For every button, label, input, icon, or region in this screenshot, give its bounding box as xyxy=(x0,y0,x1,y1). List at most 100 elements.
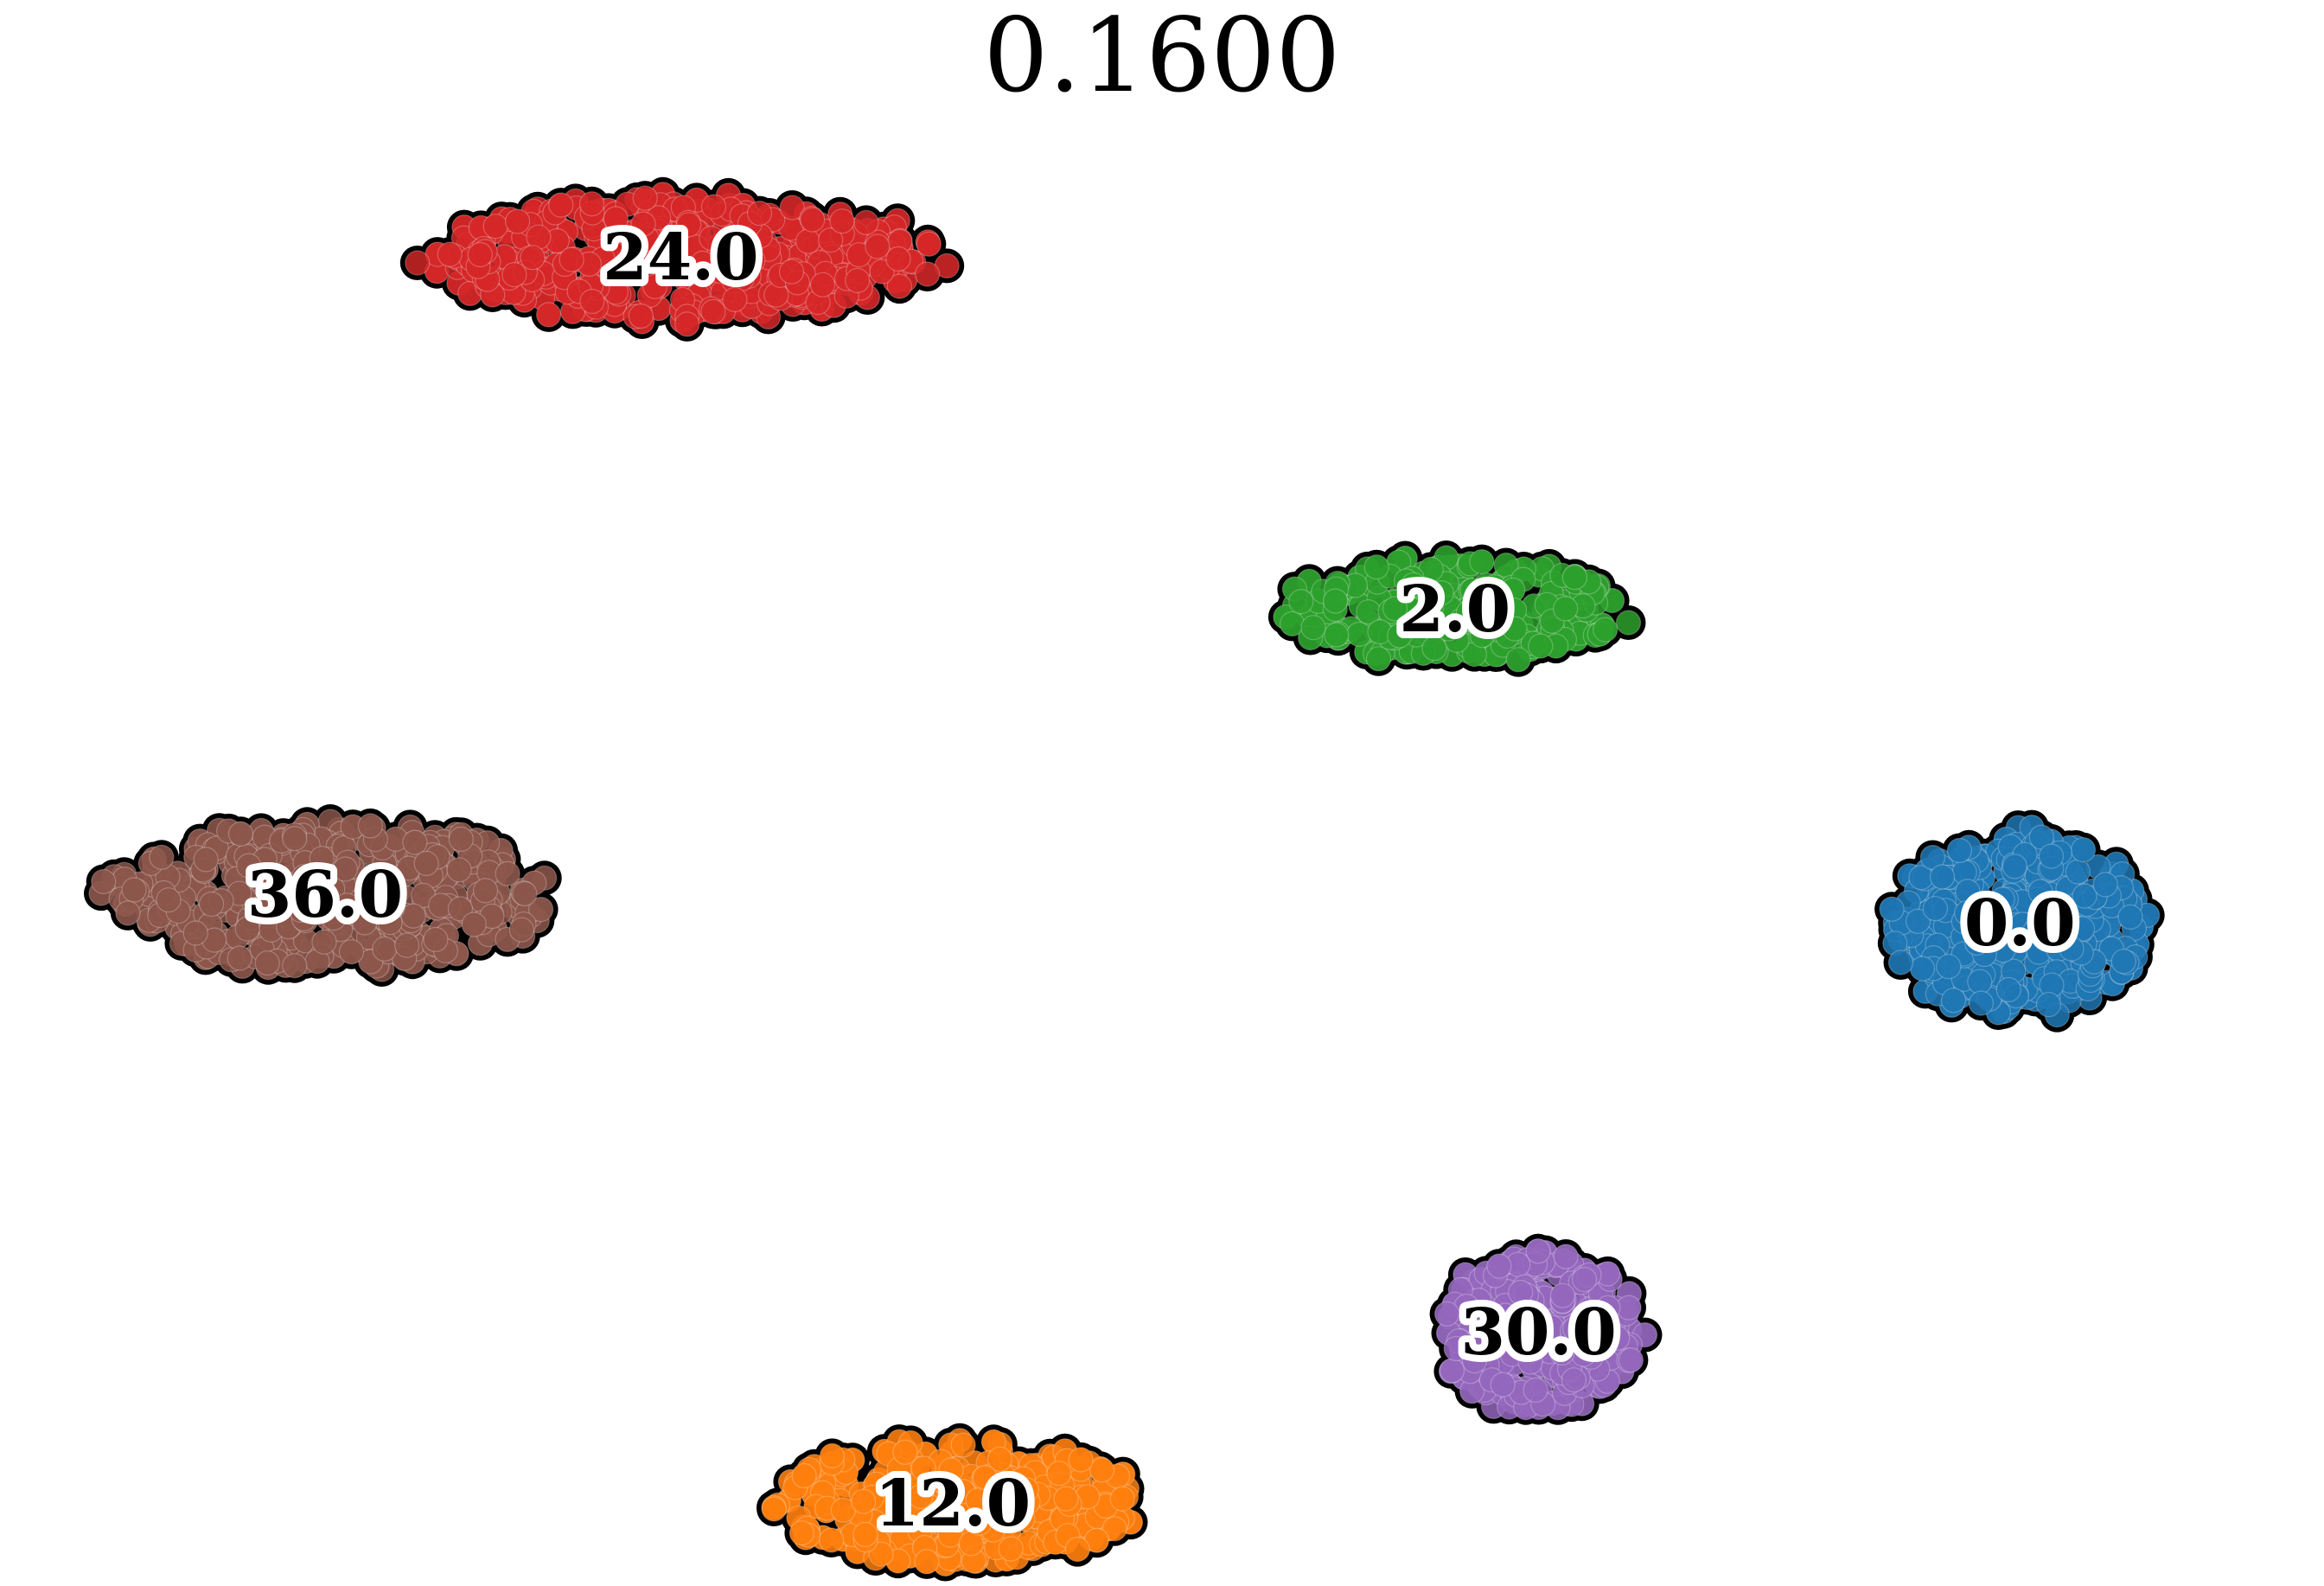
scatter-point xyxy=(1523,1378,1548,1402)
scatter-point xyxy=(414,851,438,875)
scatter-point xyxy=(537,303,561,327)
scatter-point xyxy=(1554,1244,1578,1269)
scatter-point xyxy=(1968,969,1992,994)
scatter-point xyxy=(1573,1268,1597,1292)
scatter-point xyxy=(701,299,725,323)
scatter-point xyxy=(1561,1368,1586,1392)
scatter-point xyxy=(1947,839,1971,863)
scatter-point xyxy=(2093,873,2117,897)
scatter-point xyxy=(449,827,473,851)
scatter-point xyxy=(846,268,870,292)
scatter-point xyxy=(468,243,492,267)
scatter-point xyxy=(1367,647,1391,671)
scatter-point xyxy=(915,1550,939,1574)
scatter-point xyxy=(283,827,307,851)
scatter-point xyxy=(1529,634,1553,658)
scatter-point xyxy=(1487,1254,1511,1278)
scatter-point xyxy=(796,229,820,253)
scatter-point xyxy=(629,304,653,329)
scatter-point xyxy=(194,847,218,872)
scatter-point xyxy=(1937,955,1961,979)
scatter-point xyxy=(893,1440,917,1464)
scatter-point xyxy=(2002,854,2027,879)
scatter-point xyxy=(1301,616,1325,640)
cluster-label: 0.0 xyxy=(1964,886,2076,961)
scatter-point xyxy=(801,208,825,232)
scatter-point xyxy=(229,822,253,846)
scatter-point xyxy=(506,209,530,233)
scatter-point xyxy=(462,912,486,937)
scatter-point xyxy=(1618,1348,1643,1372)
scatter-point xyxy=(1969,991,1993,1015)
scatter-point xyxy=(92,870,116,894)
scatter-point xyxy=(447,858,471,882)
scatter-point xyxy=(1931,865,1955,889)
scatter-point xyxy=(156,888,181,912)
scatter-point xyxy=(509,918,533,942)
scatter-point xyxy=(122,878,146,902)
scatter-point xyxy=(792,1464,816,1488)
cluster-label: 24.0 xyxy=(603,221,758,295)
scatter-point xyxy=(424,927,448,951)
scatter-point xyxy=(820,1443,845,1468)
scatter-point xyxy=(227,946,252,970)
scatter-point xyxy=(1364,555,1389,579)
scatter-point xyxy=(373,937,397,961)
scatter-point xyxy=(675,312,699,336)
scatter-point xyxy=(1054,1487,1078,1511)
cluster-label: 12.0 xyxy=(875,1467,1031,1541)
scatter-point xyxy=(1923,897,1947,921)
scatter-point xyxy=(395,933,419,957)
scatter-point xyxy=(1090,1458,1114,1482)
scatter-point xyxy=(150,845,174,869)
scatter-point xyxy=(1289,590,1313,614)
scatter-point xyxy=(830,209,854,233)
scatter-point xyxy=(183,921,208,945)
cluster-label: 30.0 xyxy=(1460,1295,1616,1370)
scatter-point xyxy=(1047,1461,1071,1486)
scatter-point xyxy=(2065,860,2090,884)
scatter-point xyxy=(312,930,336,954)
scatter-point xyxy=(580,290,604,314)
scatter-point xyxy=(1069,1448,1093,1472)
scatter-point xyxy=(340,940,364,964)
scatter-point xyxy=(789,1521,814,1545)
scatter-point xyxy=(1324,589,1348,613)
scatter-point xyxy=(916,232,941,256)
scatter-point xyxy=(513,882,537,906)
scatter-point xyxy=(549,193,573,217)
scatter-point xyxy=(358,814,382,838)
cluster-label: 2.0 xyxy=(1399,572,1510,647)
scatter-point xyxy=(283,954,307,978)
scatter-point xyxy=(437,242,462,266)
scatter-point xyxy=(559,247,584,272)
scatter-point xyxy=(2040,844,2064,868)
scatter-point xyxy=(811,272,835,297)
scatter-point xyxy=(951,1433,975,1457)
scatter-point xyxy=(200,892,224,917)
scatter-point xyxy=(2072,884,2097,908)
scatter-point xyxy=(502,263,527,287)
scatter-point xyxy=(520,246,545,270)
scatter-point xyxy=(1065,1538,1089,1562)
scatter-point xyxy=(1889,950,1913,975)
scatter-point xyxy=(820,1528,844,1552)
scatter-point xyxy=(474,879,498,903)
scatter-point xyxy=(1593,617,1618,642)
scatter-point xyxy=(1325,623,1349,647)
scatter-point xyxy=(405,251,430,275)
scatter-point xyxy=(1617,611,1641,635)
scatter-point xyxy=(702,195,726,219)
scatter-point xyxy=(495,861,520,886)
scatter-point xyxy=(483,214,508,239)
scatter-point xyxy=(1554,597,1578,621)
scatter-point xyxy=(762,1497,786,1521)
scatter-point xyxy=(1911,956,1935,981)
scatter-point xyxy=(1562,566,1587,590)
scatter-point xyxy=(854,210,878,234)
scatter-point xyxy=(633,186,657,210)
scatter-point xyxy=(2111,950,2136,974)
scatter-point xyxy=(1942,988,1966,1013)
